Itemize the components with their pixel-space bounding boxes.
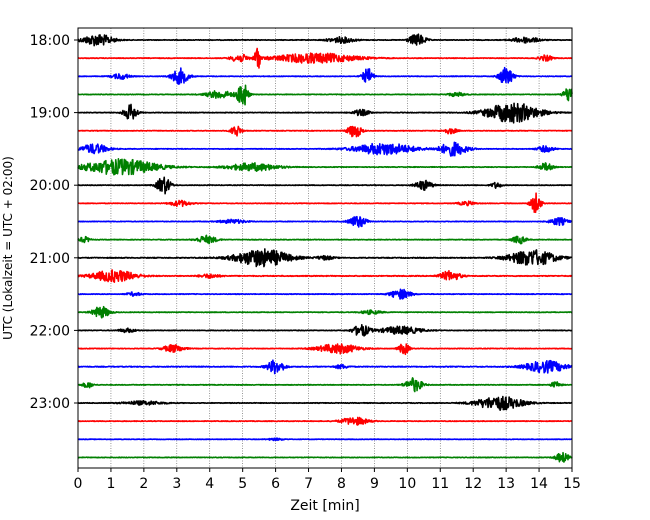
y-tick-label: 21:00	[30, 251, 70, 267]
x-tick-label: 9	[370, 476, 379, 492]
trace-row	[77, 248, 573, 268]
trace-row	[77, 192, 573, 214]
y-axis-label: UTC (Lokalzeit = UTC + 02:00)	[1, 156, 15, 340]
x-tick-label: 2	[139, 476, 148, 492]
y-tick-label: 19:00	[30, 106, 70, 122]
x-tick-label: 15	[563, 476, 581, 492]
y-tick-label: 22:00	[30, 323, 70, 339]
trace-row	[77, 215, 573, 228]
trace-row	[77, 437, 573, 442]
x-tick-label: 4	[205, 476, 214, 492]
y-tick-label: 20:00	[30, 178, 70, 194]
trace-row	[77, 47, 573, 69]
x-tick-label: 13	[497, 476, 515, 492]
x-tick-label: 8	[337, 476, 346, 492]
trace-row	[77, 234, 573, 245]
trace-row	[77, 141, 573, 157]
y-tick-label: 18:00	[30, 33, 70, 49]
trace-row	[77, 176, 573, 195]
x-tick-label: 0	[74, 476, 83, 492]
trace-row	[77, 343, 573, 356]
trace-row	[77, 84, 573, 106]
trace-row	[77, 416, 573, 426]
x-axis-label: Zeit [min]	[290, 498, 359, 514]
plot-frame	[77, 27, 573, 469]
x-tick-label: 10	[398, 476, 416, 492]
y-axis: 18:00 19:00 20:00 21:00 22:00 23:00	[30, 33, 78, 412]
trace-row	[77, 305, 573, 319]
trace-row	[77, 158, 573, 176]
x-tick-label: 12	[464, 476, 482, 492]
y-tick-label: 23:00	[30, 396, 70, 412]
trace-row	[77, 66, 573, 85]
trace-row	[77, 125, 573, 138]
x-tick-label: 7	[304, 476, 313, 492]
trace-row	[77, 377, 573, 393]
trace-row	[77, 269, 573, 283]
trace-row	[77, 451, 573, 463]
x-tick-label: 1	[106, 476, 115, 492]
x-tick-label: 14	[530, 476, 548, 492]
seismogram-traces	[77, 33, 573, 463]
trace-row	[77, 359, 573, 375]
trace-row	[77, 102, 573, 124]
x-tick-label: 11	[431, 476, 449, 492]
trace-row	[77, 395, 573, 411]
x-tick-label: 3	[172, 476, 181, 492]
x-tick-label: 5	[238, 476, 247, 492]
trace-row	[77, 33, 573, 47]
x-axis: 0 1 2 3 4 5 6 7 8 9 10 11 12 13 14 15	[74, 468, 581, 492]
trace-row	[77, 323, 573, 337]
trace-row	[77, 288, 573, 300]
x-tick-label: 6	[271, 476, 280, 492]
